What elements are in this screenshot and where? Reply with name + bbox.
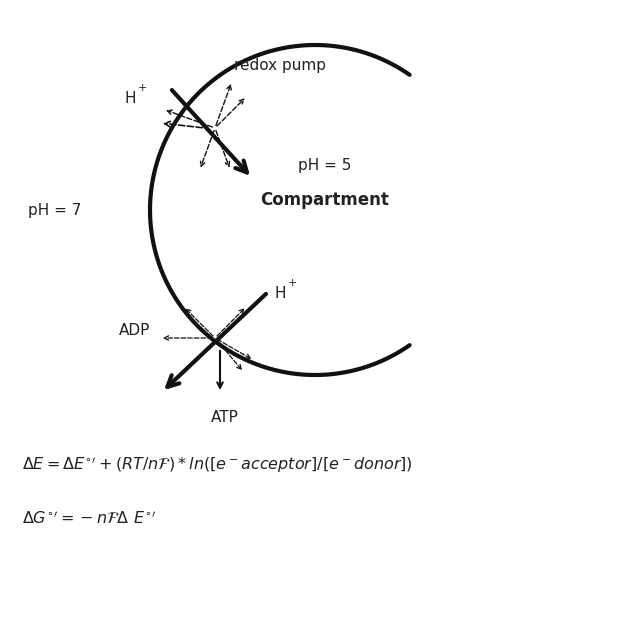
Text: +: + bbox=[138, 83, 146, 93]
Text: $\it{\Delta G^{\circ\prime} = -n\mathcal{F}\Delta\ E^{\circ\prime}}$: $\it{\Delta G^{\circ\prime} = -n\mathcal… bbox=[22, 510, 156, 527]
Text: H: H bbox=[275, 286, 286, 300]
Text: ATP: ATP bbox=[211, 410, 239, 425]
Text: $\it{\Delta E = \Delta E^{\circ\prime} + (RT/n\mathcal{F}) * ln([e^- acceptor]/[: $\it{\Delta E = \Delta E^{\circ\prime} +… bbox=[22, 455, 413, 475]
Text: redox pump: redox pump bbox=[234, 58, 326, 73]
Text: pH = 7: pH = 7 bbox=[28, 203, 81, 218]
Text: pH = 5: pH = 5 bbox=[299, 158, 352, 172]
Text: ADP: ADP bbox=[119, 323, 151, 337]
Text: H: H bbox=[124, 90, 136, 106]
Text: Compartment: Compartment bbox=[261, 191, 389, 209]
Text: +: + bbox=[287, 278, 297, 288]
